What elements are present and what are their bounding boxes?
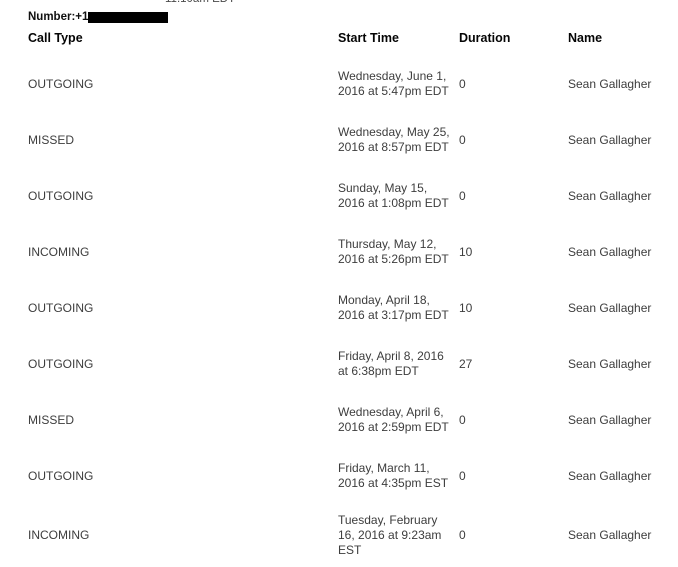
table-row: MISSED Wednesday, April 6, 2016 at 2:59pm… (0, 392, 678, 448)
call-log-body: OUTGOING Wednesday, June 1, 2016 at 5:47p… (0, 56, 678, 567)
cell-start-time: Sunday, May 15, 2016 at 1:08pm EDT (338, 181, 449, 210)
table-row: INCOMING Thursday, May 12, 2016 at 5:26pm… (0, 224, 678, 280)
cell-name: Sean Gallagher (568, 132, 652, 147)
cell-call-type: OUTGOING (28, 468, 94, 483)
cell-name: Sean Gallagher (568, 188, 652, 203)
cell-start-time: Wednesday, April 6, 2016 at 2:59pm EDT (338, 405, 449, 434)
cell-start-time: Wednesday, May 25, 2016 at 8:57pm EDT (338, 125, 450, 154)
clipped-previous-record-timestamp: 11:10am EDT (165, 0, 235, 6)
cell-name: Sean Gallagher (568, 356, 652, 371)
table-header-row: Call Type Start Time Duration Name Numbe… (0, 28, 678, 56)
call-log-table: Call Type Start Time Duration Name Numbe… (0, 28, 678, 567)
column-header-duration: Duration (459, 31, 511, 45)
cell-start-time: Wednesday, June 1, 2016 at 5:47pm EDT (338, 69, 449, 98)
cell-duration: 0 (459, 76, 466, 91)
cell-start-time: Monday, April 18, 2016 at 3:17pm EDT (338, 293, 449, 322)
table-row: OUTGOING Wednesday, June 1, 2016 at 5:47p… (0, 56, 678, 112)
cell-name: Sean Gallagher (568, 300, 652, 315)
cell-duration: 10 (459, 300, 473, 315)
cell-call-type: OUTGOING (28, 188, 94, 203)
table-row: OUTGOING Sunday, May 15, 2016 at 1:08pm E… (0, 168, 678, 224)
table-row: OUTGOING Friday, April 8, 2016 at 6:38pm … (0, 336, 678, 392)
cell-start-time: Tuesday, February 16, 2016 at 9:23am EST (338, 513, 442, 557)
phone-number-line: Number: +1 (28, 10, 169, 24)
cell-duration: 0 (459, 468, 466, 483)
cell-call-type: OUTGOING (28, 356, 94, 371)
cell-call-type: MISSED (28, 132, 75, 147)
cell-name: Sean Gallagher (568, 244, 652, 259)
column-header-start-time: Start Time (338, 31, 399, 45)
column-header-name: Name (568, 31, 603, 45)
cell-call-type: INCOMING (28, 528, 90, 542)
table-row: MISSED Wednesday, May 25, 2016 at 8:57pm … (0, 112, 678, 168)
table-row: INCOMING Tuesday, February 16, 2016 at 9:… (0, 504, 678, 567)
cell-duration: 10 (459, 244, 473, 259)
cell-duration: 0 (459, 412, 466, 427)
cell-start-time: Friday, March 11, 2016 at 4:35pm EST (338, 461, 449, 490)
cell-call-type: INCOMING (28, 244, 90, 259)
number-field-label: Number: (28, 11, 76, 23)
column-header-call-type: Call Type (28, 31, 83, 45)
cell-call-type: OUTGOING (28, 76, 94, 91)
cell-duration: 0 (459, 188, 466, 203)
cell-duration: 27 (459, 356, 473, 371)
call-log-header: Call Type Start Time Duration Name Numbe… (0, 28, 678, 56)
cell-call-type: MISSED (28, 412, 75, 427)
table-row: OUTGOING Friday, March 11, 2016 at 4:35pm… (0, 448, 678, 504)
table-row: OUTGOING Monday, April 18, 2016 at 3:17pm… (0, 280, 678, 336)
cell-name: Sean Gallagher (568, 528, 652, 542)
cell-call-type: OUTGOING (28, 300, 94, 315)
cell-start-time: Thursday, May 12, 2016 at 5:26pm EDT (338, 237, 449, 266)
cell-name: Sean Gallagher (568, 468, 652, 483)
cell-duration: 0 (459, 528, 466, 542)
cell-name: Sean Gallagher (568, 76, 652, 91)
cell-start-time: Friday, April 8, 2016 at 6:38pm EDT (338, 349, 444, 378)
cell-name: Sean Gallagher (568, 412, 652, 427)
redaction-bar (88, 11, 169, 23)
cell-duration: 0 (459, 132, 466, 147)
number-country-prefix: +1 (75, 11, 89, 23)
